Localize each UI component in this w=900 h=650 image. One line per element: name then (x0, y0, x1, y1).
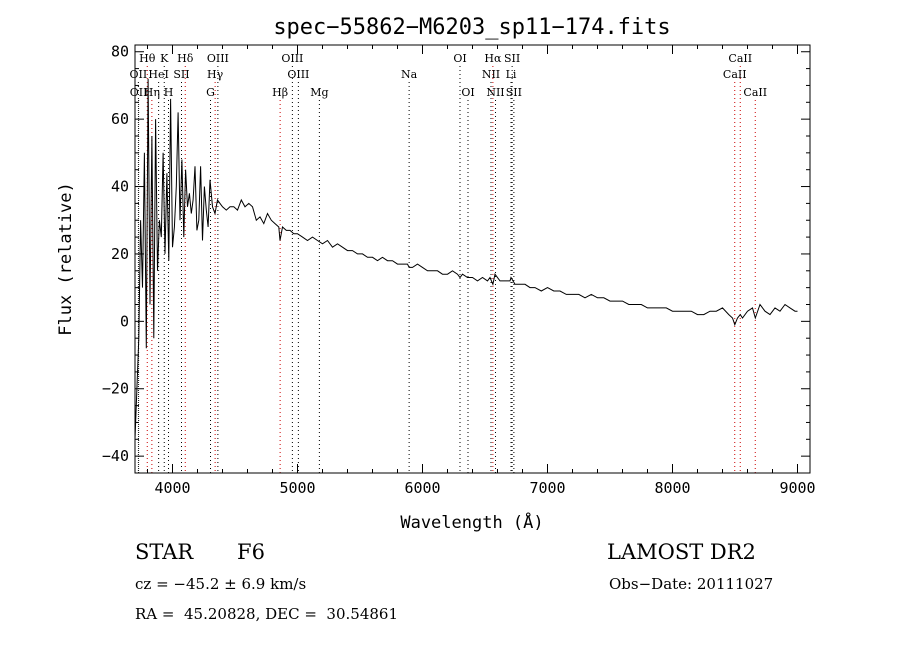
line-marker-label: OIII (287, 68, 309, 81)
line-marker-label: Hδ (177, 52, 194, 65)
x-tick-label: 7000 (529, 479, 565, 497)
y-tick-label: 20 (111, 245, 129, 263)
line-marker-label: OIII (281, 52, 303, 65)
x-tick-label: 6000 (404, 479, 440, 497)
subclass: F6 (237, 540, 265, 564)
line-marker-label: HeI (148, 68, 168, 81)
line-marker-label: Li (506, 68, 517, 81)
line-marker-label: Hθ (139, 52, 156, 65)
line-marker-label: OI (461, 86, 474, 99)
redshift-velocity: cz = −45.2 ± 6.9 km/s (135, 575, 307, 593)
line-marker-label: OII (130, 68, 148, 81)
line-marker-label: Hη (144, 86, 160, 99)
y-tick-label: 60 (111, 110, 129, 128)
x-tick-label: 4000 (154, 479, 190, 497)
spectrum-chart: 4000 5000 6000 7000 8000 9000−40−20020406080 … (56, 15, 816, 533)
line-marker-label: K (160, 52, 169, 65)
line-marker-label: Hβ (272, 86, 288, 99)
line-marker-label: Hα (484, 52, 502, 65)
y-tick-label: 80 (111, 43, 129, 61)
line-marker-label: SII (506, 86, 522, 99)
line-marker-label: SII (173, 68, 189, 81)
survey-name: LAMOST DR2 (607, 540, 756, 564)
line-marker-label: Hγ (207, 68, 224, 81)
y-tick-label: 40 (111, 178, 129, 196)
object-class: STAR (135, 540, 194, 564)
line-marker-label: G (206, 86, 215, 99)
obs-date: Obs−Date: 20111027 (609, 575, 774, 593)
line-marker-label: CaII (728, 52, 752, 65)
line-marker-label: H (164, 86, 174, 99)
chart-title: spec−55862−M6203_sp11−174.fits (273, 15, 670, 40)
coordinates: RA = 45.20828, DEC = 30.54861 (135, 605, 399, 623)
x-tick-label: 5000 (279, 479, 315, 497)
plot-frame (134, 44, 811, 474)
x-axis-label: Wavelength (Å) (400, 511, 543, 533)
line-marker-label: Mg (310, 86, 328, 99)
y-axis-label: Flux (relative) (56, 182, 76, 336)
y-tick-label: −40 (102, 447, 129, 465)
y-tick-label: 0 (120, 312, 129, 330)
x-tick-label: 9000 (779, 479, 815, 497)
line-marker-label: Na (401, 68, 418, 81)
x-tick-label: 8000 (654, 479, 690, 497)
line-marker-label: OIII (207, 52, 229, 65)
line-marker-label: OI (453, 52, 466, 65)
line-markers (137, 66, 756, 473)
line-marker-label: NII (482, 68, 500, 81)
line-marker-label: CaII (743, 86, 767, 99)
axis-ticks: 4000 5000 6000 7000 8000 9000 −40 −20 0 20 40 60 80 (102, 43, 816, 497)
y-tick-label: −20 (102, 380, 129, 398)
line-marker-label: OII (130, 86, 148, 99)
line-marker-label: SII (504, 52, 520, 65)
line-marker-label: CaII (723, 68, 747, 81)
spectrum-line (134, 78, 798, 440)
line-marker-label: NII (486, 86, 504, 99)
